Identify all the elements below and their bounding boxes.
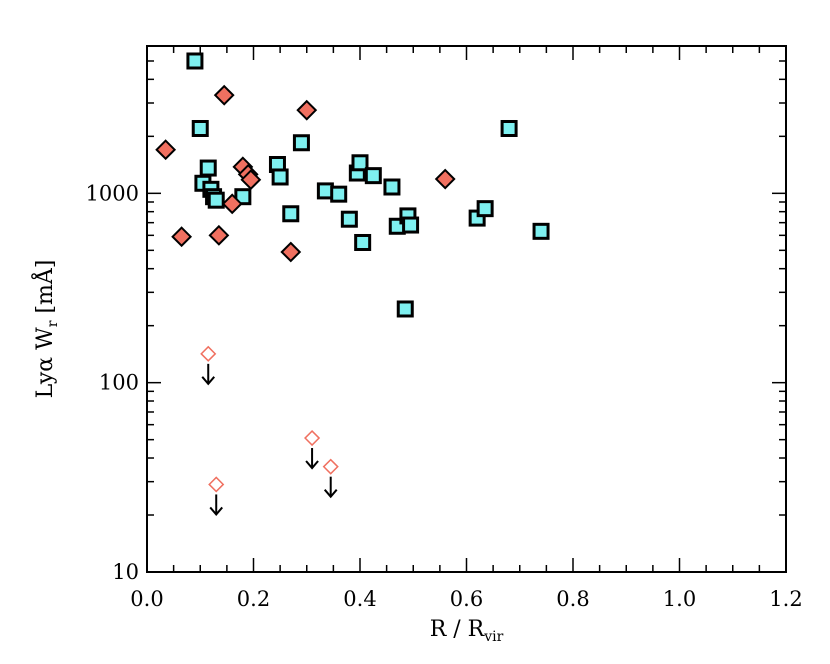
diamond-marker [434,168,456,190]
tick-labels: 0.0 0.2 0.4 0.6 0.8 1.0 1.2 10 100 1000 [86,181,803,611]
upper-limit-arrowhead [323,489,338,499]
x-tick-label: 0.0 [130,587,163,611]
y-tick-label: 10 [112,560,139,584]
diamond-marker [240,169,262,191]
square-marker [207,191,225,209]
square-marker [500,119,518,137]
axis-ticks [146,45,787,573]
x-tick-label: 0.2 [237,587,270,611]
diamond-marker [155,139,177,161]
diamond-marker [213,84,235,106]
square-marker [271,168,289,186]
plot-frame [146,45,787,573]
square-marker [351,154,369,172]
diamond-marker [280,241,302,263]
square-marker [532,222,550,240]
square-marker [340,210,358,228]
x-tick-label: 1.2 [769,587,802,611]
diamond-marker [296,99,318,121]
upper-limit-arrowhead [209,506,223,516]
square-marker [476,200,494,218]
x-tick-label: 0.8 [556,587,589,611]
square-marker [234,188,252,206]
square-marker [383,178,401,196]
diamond-marker [208,224,230,246]
square-marker [364,167,382,185]
plot-area [146,45,787,573]
square-marker [292,134,310,152]
y-tick-label: 1000 [86,181,139,205]
x-axis-title-sub: vir [483,629,503,645]
y-axis-title-sub: r [45,320,61,327]
y-axis-title-main: Lyα W [33,327,58,399]
upper-limit-arrowhead [305,460,319,470]
square-marker [199,159,217,177]
x-axis-title: R / Rvir [430,617,504,645]
diamond-marker [221,193,243,215]
square-marker [402,216,420,234]
open-diamond-marker [304,429,321,447]
data-markers [155,52,550,516]
y-axis-title: Lyα Wr [mÅ] [30,260,61,399]
upper-limit-arrowhead [201,376,215,386]
x-tick-label: 0.4 [343,587,376,611]
diamond-marker [171,226,193,248]
y-axis-title-unit: [mÅ] [30,260,58,321]
square-marker [330,185,348,203]
square-marker [396,300,414,318]
open-diamond-marker [208,476,225,493]
square-marker [191,119,209,137]
x-tick-label: 1.0 [663,587,696,611]
square-marker [354,233,372,251]
x-axis-title-main: R / R [430,617,486,642]
y-tick-label: 100 [99,371,139,395]
open-diamond-marker [200,345,217,362]
open-diamond-marker [322,458,339,475]
square-marker [282,205,300,223]
square-marker [186,52,204,70]
x-tick-label: 0.6 [450,587,483,611]
